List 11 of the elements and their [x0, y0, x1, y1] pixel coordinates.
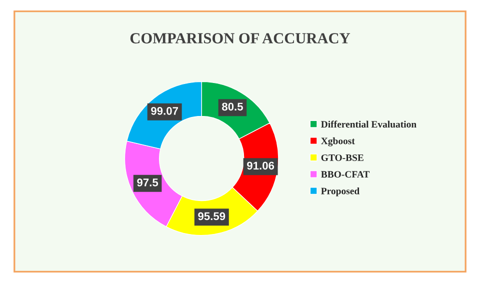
data-label: 91.06: [247, 162, 274, 170]
legend-label: Xgboost: [321, 137, 355, 146]
data-label: 80.5: [222, 102, 243, 111]
data-label: 97.5: [137, 178, 158, 186]
legend-label: BBO-CFAT: [321, 171, 370, 178]
data-label: 99.07: [151, 106, 178, 115]
legend-label: Proposed: [321, 187, 360, 196]
chart-title: COMPARISON OF ACCURACY: [130, 33, 350, 44]
legend-label: GTO-BSE: [321, 154, 364, 161]
legend-label: Differential Evaluation: [321, 120, 416, 128]
data-label: 95.59: [198, 212, 226, 220]
